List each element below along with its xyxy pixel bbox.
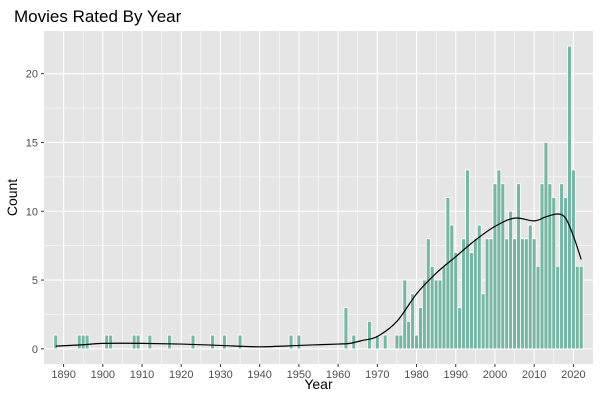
x-tick-label: 1900 <box>91 369 115 381</box>
x-tick-label: 1890 <box>51 369 75 381</box>
bar <box>445 197 451 350</box>
bar <box>523 238 529 350</box>
x-axis-title: Year <box>304 376 333 392</box>
bar <box>547 183 553 350</box>
bar <box>527 224 533 350</box>
bars <box>53 45 584 350</box>
bar <box>465 169 470 350</box>
bar <box>190 334 196 350</box>
bar <box>531 238 537 350</box>
bar <box>472 238 478 350</box>
y-tick-label: 5 <box>32 275 38 287</box>
bar <box>296 334 302 350</box>
bar <box>210 334 215 350</box>
y-tick-label: 15 <box>26 137 38 149</box>
smooth-line <box>55 213 582 348</box>
x-tick-label: 1980 <box>404 369 428 381</box>
x-tick-label: 2010 <box>522 369 546 381</box>
bar <box>367 320 372 350</box>
bar <box>492 183 498 350</box>
bar <box>422 279 427 350</box>
bar <box>104 334 110 350</box>
y-axis: 0 5 10 15 20 <box>26 69 44 356</box>
bar <box>520 238 525 350</box>
bar <box>539 183 545 350</box>
bar <box>543 142 549 350</box>
bar <box>135 334 141 350</box>
bar <box>496 169 502 350</box>
bar <box>343 307 349 350</box>
bar <box>374 334 380 350</box>
x-tick-label: 1990 <box>444 369 468 381</box>
y-tick-label: 20 <box>26 69 38 81</box>
x-tick-label: 1910 <box>130 369 154 381</box>
y-tick-label: 0 <box>32 344 38 356</box>
bar <box>480 293 486 350</box>
x-axis: 1890 1900 1910 1920 1930 1940 1950 1960 1970 1980… <box>51 364 586 381</box>
bar <box>500 183 506 350</box>
bar <box>222 334 227 350</box>
y-axis-title: Count <box>4 179 20 216</box>
bar <box>535 265 541 350</box>
bar <box>441 265 447 350</box>
x-tick-label: 2020 <box>561 369 585 381</box>
bar <box>571 169 576 350</box>
bar <box>578 265 584 350</box>
bar <box>237 334 243 350</box>
grid-minor <box>44 31 593 364</box>
bar <box>108 334 114 350</box>
bar <box>512 238 517 350</box>
bar <box>516 183 521 350</box>
bar <box>288 334 294 350</box>
bar <box>476 224 482 350</box>
chart-title: Movies Rated By Year <box>14 7 182 26</box>
x-tick-label: 2000 <box>483 369 507 381</box>
bar <box>437 279 443 350</box>
bar <box>425 238 431 350</box>
bar <box>469 252 474 350</box>
bar <box>167 334 172 350</box>
x-tick-label: 1950 <box>287 369 311 381</box>
bar <box>551 197 557 350</box>
bar <box>418 307 423 350</box>
bar <box>76 334 82 350</box>
bar <box>410 293 415 350</box>
bar <box>131 334 137 350</box>
bar <box>453 252 459 350</box>
bar <box>398 334 404 350</box>
y-tick-label: 10 <box>26 206 38 218</box>
bar <box>147 334 153 350</box>
bar <box>567 45 572 350</box>
bar <box>406 320 412 350</box>
bar <box>574 265 580 350</box>
x-tick-label: 1960 <box>326 369 350 381</box>
bar <box>559 183 564 350</box>
x-tick-label: 1930 <box>208 369 232 381</box>
x-tick-label: 1920 <box>169 369 193 381</box>
x-tick-label: 1970 <box>365 369 389 381</box>
x-tick-label: 1940 <box>247 369 271 381</box>
bar <box>488 238 494 350</box>
bar <box>402 279 408 350</box>
bar <box>53 334 59 350</box>
bar <box>433 279 439 350</box>
bar <box>449 224 455 350</box>
bar <box>457 307 463 350</box>
bar <box>484 238 490 350</box>
bar <box>382 334 388 350</box>
bar <box>508 210 514 350</box>
bar <box>504 238 510 350</box>
bar <box>414 334 419 350</box>
bar <box>80 334 86 350</box>
bar <box>394 334 400 350</box>
bar <box>84 334 90 350</box>
bar <box>555 265 561 350</box>
bar <box>461 238 466 350</box>
